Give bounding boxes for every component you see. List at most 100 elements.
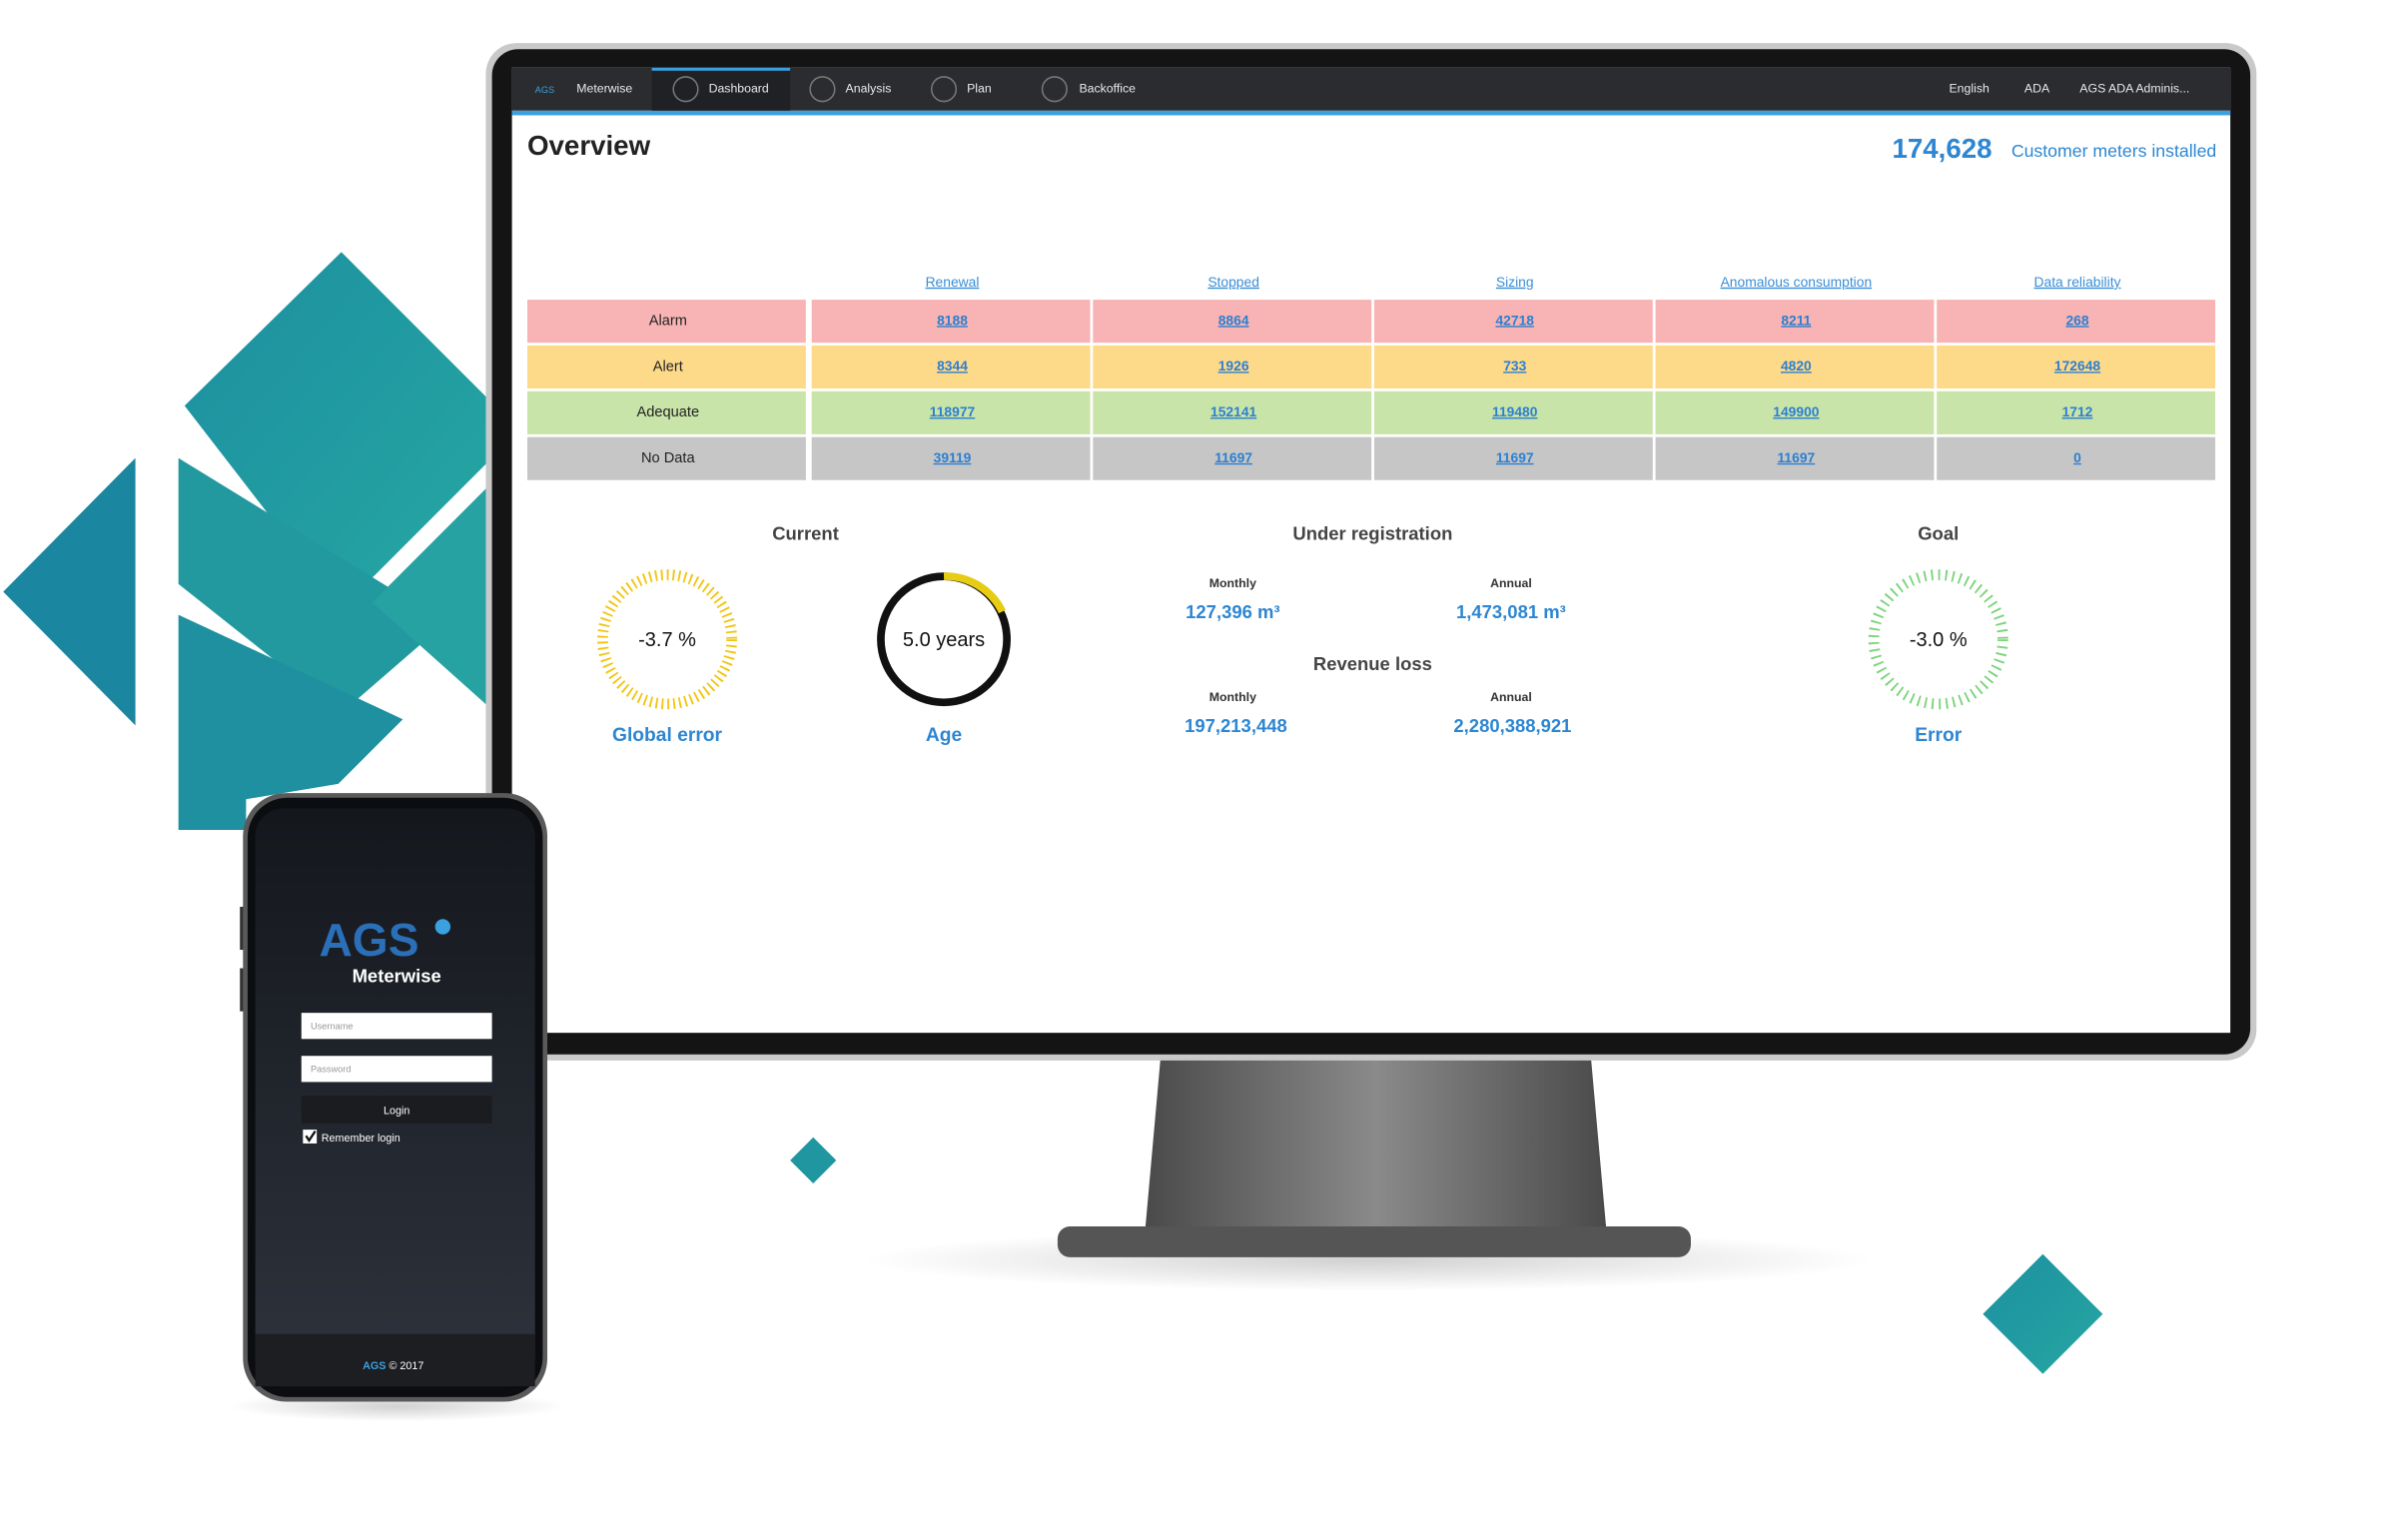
table-cell xyxy=(1093,345,1372,389)
cell-link[interactable]: 8344 xyxy=(937,358,968,374)
username-input[interactable] xyxy=(301,1013,492,1040)
row-label: Alarm xyxy=(649,313,687,329)
table-cell xyxy=(1093,390,1372,434)
footer-brand: AGS xyxy=(363,1360,386,1372)
footer-text: © 2017 xyxy=(389,1360,423,1372)
column-header[interactable]: Stopped xyxy=(1207,274,1259,290)
nav-user[interactable]: AGS ADA Adminis... xyxy=(2079,82,2189,96)
remember-label: Remember login xyxy=(322,1133,400,1145)
table-cell xyxy=(1373,300,1653,344)
period-label: Monthly xyxy=(1209,690,1256,704)
cell-link[interactable]: 39119 xyxy=(934,449,972,465)
monitor xyxy=(485,43,2257,1257)
period-label: Annual xyxy=(1490,690,1532,704)
phone: AGS Meterwise Username Password Login Re… xyxy=(227,793,566,1422)
metric-value: 2,280,388,921 xyxy=(1453,715,1571,736)
decoration xyxy=(3,252,2103,1374)
metric-value: 197,213,448 xyxy=(1185,715,1287,736)
table-cell xyxy=(1373,345,1653,389)
cell-link[interactable]: 11697 xyxy=(1778,449,1816,465)
cell-link[interactable]: 0 xyxy=(2073,449,2081,465)
column-header[interactable]: Sizing xyxy=(1496,274,1534,290)
row-label-cell xyxy=(526,300,806,344)
column-header[interactable]: Data reliability xyxy=(2034,274,2121,290)
cell-link[interactable]: 1712 xyxy=(2062,403,2093,419)
nav-org[interactable]: ADA xyxy=(2024,82,2050,96)
username-placeholder: Username xyxy=(311,1021,354,1031)
cell-link[interactable]: 268 xyxy=(2065,312,2088,328)
table-cell xyxy=(1937,436,2216,480)
table-cell xyxy=(811,300,1091,344)
meter-count-label: Customer meters installed xyxy=(2011,141,2216,161)
table-cell xyxy=(1937,390,2216,434)
section-title: Under registration xyxy=(1292,522,1452,543)
table-cell xyxy=(1373,390,1653,434)
nav-language[interactable]: English xyxy=(1949,82,1989,96)
section-title: Goal xyxy=(1918,522,1959,543)
navbar: AGS Meterwise Dashboard Analysis Plan Ba… xyxy=(535,82,2190,96)
table-cell xyxy=(811,436,1091,480)
nav-logo: AGS xyxy=(535,85,554,95)
cell-link[interactable]: 149900 xyxy=(1773,403,1819,419)
cell-link[interactable]: 152141 xyxy=(1210,403,1256,419)
table-cell xyxy=(1655,390,1935,434)
row-label: Adequate xyxy=(637,404,700,420)
table-cell xyxy=(1937,300,2216,344)
metric-value: 1,473,081 m³ xyxy=(1456,601,1566,622)
login-label: Login xyxy=(384,1105,409,1117)
row-label-cell xyxy=(526,436,806,480)
nav-item[interactable]: Backoffice xyxy=(1079,82,1136,96)
gauge-arc xyxy=(943,572,1006,614)
gauge-value: -3.0 % xyxy=(1910,629,1968,651)
cell-link[interactable]: 8864 xyxy=(1218,312,1249,328)
row-label-cell xyxy=(526,345,806,389)
table-cell xyxy=(1373,436,1653,480)
gauge-label: Age xyxy=(926,725,963,746)
table-cell xyxy=(811,390,1091,434)
cell-link[interactable]: 42718 xyxy=(1495,312,1534,328)
table-cell xyxy=(1655,436,1935,480)
table-cell xyxy=(1655,345,1935,389)
page-title: Overview xyxy=(527,130,651,161)
cell-link[interactable]: 11697 xyxy=(1214,449,1252,465)
period-label: Annual xyxy=(1490,576,1532,590)
cell-link[interactable]: 172648 xyxy=(2054,358,2100,374)
row-label: Alert xyxy=(653,359,683,375)
cell-link[interactable]: 118977 xyxy=(930,403,976,419)
cell-link[interactable]: 11697 xyxy=(1496,449,1534,465)
login-button[interactable] xyxy=(301,1096,492,1124)
cell-link[interactable]: 8188 xyxy=(937,312,968,328)
nav-item[interactable]: Dashboard xyxy=(709,82,769,96)
cell-link[interactable]: 119480 xyxy=(1492,403,1538,419)
password-placeholder: Password xyxy=(311,1065,351,1075)
table-cell xyxy=(1093,436,1372,480)
cell-link[interactable]: 8211 xyxy=(1781,312,1811,328)
section-title: Current xyxy=(772,522,839,543)
period-label: Monthly xyxy=(1209,576,1256,590)
table-cell xyxy=(811,345,1091,389)
section-title: Revenue loss xyxy=(1313,653,1432,674)
column-header[interactable]: Renewal xyxy=(926,274,980,290)
nav-item[interactable]: Plan xyxy=(967,82,992,96)
metric-value: 127,396 m³ xyxy=(1186,601,1279,622)
gauge-label: Global error xyxy=(612,725,723,746)
gauge-label: Error xyxy=(1915,725,1963,746)
table-cell xyxy=(1093,300,1372,344)
column-header[interactable]: Anomalous consumption xyxy=(1721,274,1873,290)
nav-brand[interactable]: Meterwise xyxy=(576,82,632,96)
table-cell xyxy=(1937,345,2216,389)
row-label: No Data xyxy=(641,450,695,466)
meter-count: 174,628 xyxy=(1892,133,1992,164)
app-logo: AGS xyxy=(319,914,418,966)
cell-link[interactable]: 1926 xyxy=(1218,358,1249,374)
cell-link[interactable]: 733 xyxy=(1503,358,1526,374)
table-cell xyxy=(1655,300,1935,344)
status-table: Renewal Stopped Sizing Anomalous consumptio… xyxy=(526,274,2216,480)
cell-link[interactable]: 4820 xyxy=(1781,358,1812,374)
app-name: Meterwise xyxy=(353,966,441,987)
gauge-value: 5.0 years xyxy=(903,629,985,651)
row-label-cell xyxy=(526,390,806,434)
password-input[interactable] xyxy=(301,1056,492,1083)
nav-item[interactable]: Analysis xyxy=(846,82,892,96)
